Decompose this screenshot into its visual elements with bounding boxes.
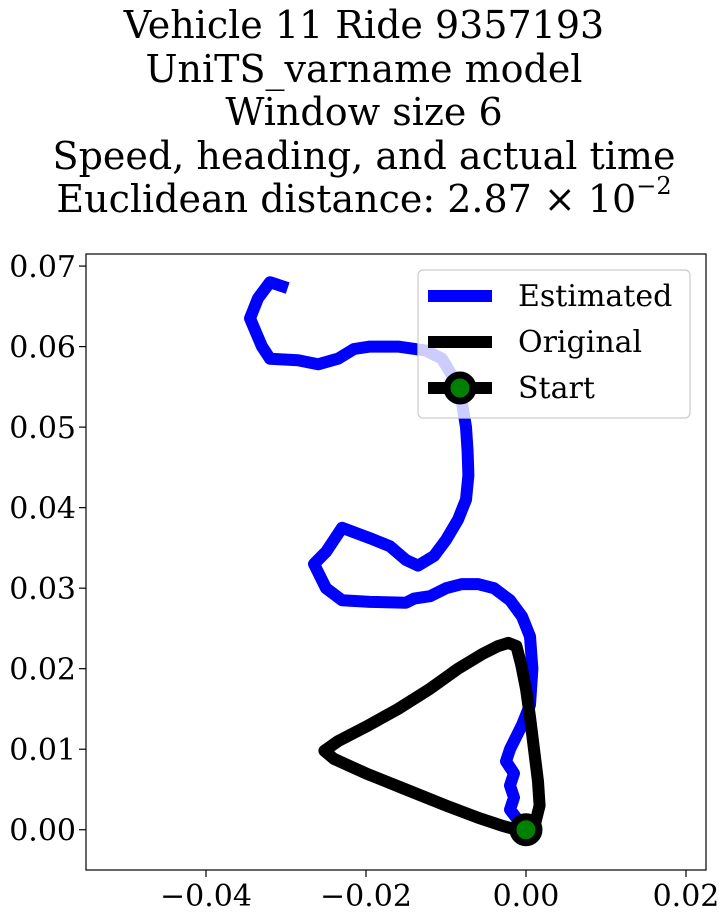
title-line-5: Euclidean distance: 2.87 × 10−2	[0, 174, 728, 222]
y-tick-label: 0.05	[9, 411, 76, 446]
title-line-4: Speed, heading, and actual time	[52, 133, 676, 178]
x-tick-label: 0.00	[493, 879, 560, 914]
y-tick-label: 0.00	[9, 814, 76, 849]
legend-original-label: Original	[518, 325, 642, 360]
x-tick-label: 0.02	[653, 879, 720, 914]
legend-estimated-label: Estimated	[518, 279, 672, 314]
series-layer	[244, 276, 546, 847]
x-tick-label: −0.02	[320, 879, 412, 914]
series-estimated-line	[244, 276, 539, 839]
title-line-2: UniTS_varname model	[145, 46, 583, 91]
title-line-1: Vehicle 11 Ride 9357193	[123, 3, 605, 47]
legend-start-marker	[443, 371, 477, 405]
x-axis: −0.04 −0.02 0.00 0.02	[160, 870, 719, 914]
y-tick-label: 0.02	[9, 653, 76, 688]
legend-frame	[417, 269, 691, 419]
title-exponent: −2	[636, 172, 672, 200]
series-original-line	[318, 636, 546, 839]
y-tick-label: 0.06	[9, 331, 76, 366]
y-tick-label: 0.04	[9, 492, 76, 527]
y-tick-label: 0.07	[9, 250, 76, 285]
title-line-3: Window size 6	[225, 90, 503, 134]
legend: Estimated Original Start	[417, 269, 691, 419]
title-distance-text: Euclidean distance: 2.87 × 10	[56, 177, 637, 221]
chart-title: Vehicle 11 Ride 9357193 UniTS_varname mo…	[0, 3, 728, 222]
start-marker	[509, 813, 543, 847]
y-tick-label: 0.01	[9, 733, 76, 768]
plot-frame	[85, 253, 707, 871]
legend-start-label: Start	[518, 371, 595, 406]
y-tick-label: 0.03	[9, 572, 76, 607]
x-tick-label: −0.04	[160, 879, 252, 914]
y-axis: 0.00 0.01 0.02 0.03 0.04 0.05 0.06 0.07	[9, 250, 86, 849]
